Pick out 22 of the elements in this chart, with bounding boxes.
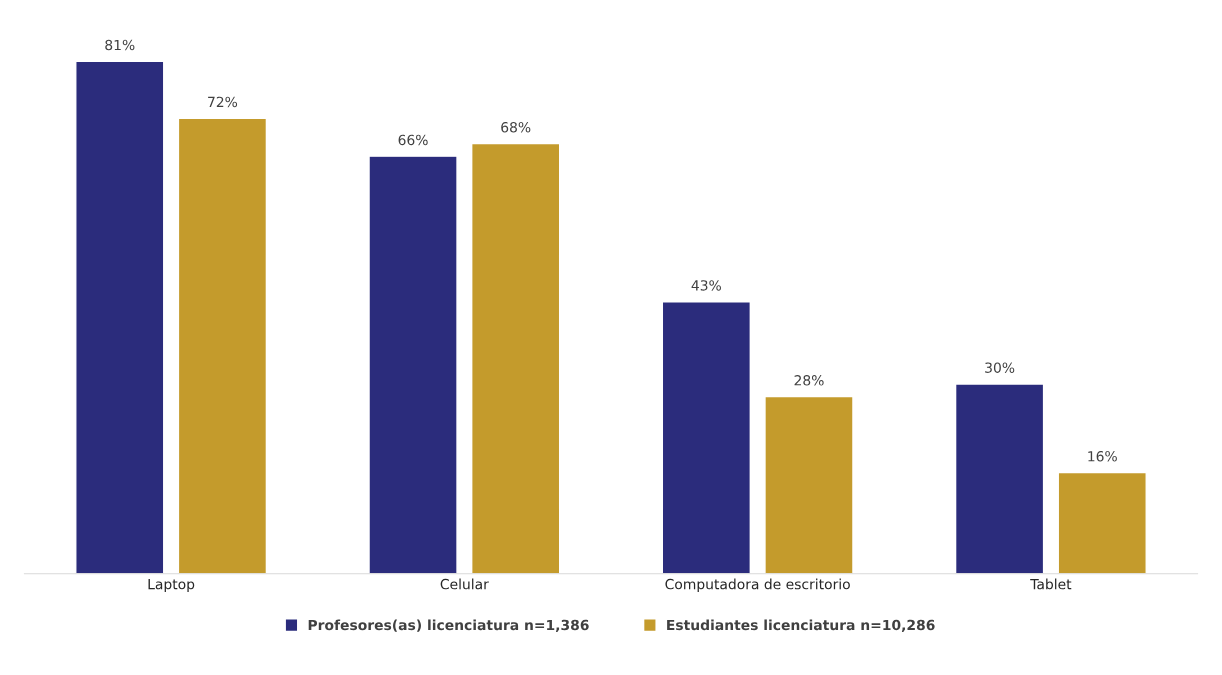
bar <box>1057 471 1147 574</box>
x-tick-label: Celular <box>440 578 489 590</box>
data-label: 68% <box>501 121 531 133</box>
bar <box>661 300 752 574</box>
x-tick-label: Laptop <box>148 579 195 593</box>
data-label: 72% <box>208 96 238 108</box>
x-tick-label: Tablet <box>1030 578 1072 590</box>
legend-label: Estudiantes licenciatura n=10,286 <box>667 619 935 632</box>
data-label: 28% <box>794 375 824 386</box>
data-label: 30% <box>985 362 1015 373</box>
bar <box>470 142 561 574</box>
data-label: 66% <box>398 134 428 146</box>
x-tick-label: Computadora de escritorio <box>665 578 850 593</box>
data-label: 81% <box>105 39 135 51</box>
bar <box>764 395 854 574</box>
bar <box>954 383 1045 574</box>
bar <box>368 155 458 574</box>
bar <box>177 117 268 574</box>
bar <box>75 60 165 574</box>
legend-label: Profesores(as) licenciatura n=1,386 <box>308 619 589 632</box>
data-label: 16% <box>1088 450 1117 462</box>
data-label: 43% <box>691 280 721 291</box>
